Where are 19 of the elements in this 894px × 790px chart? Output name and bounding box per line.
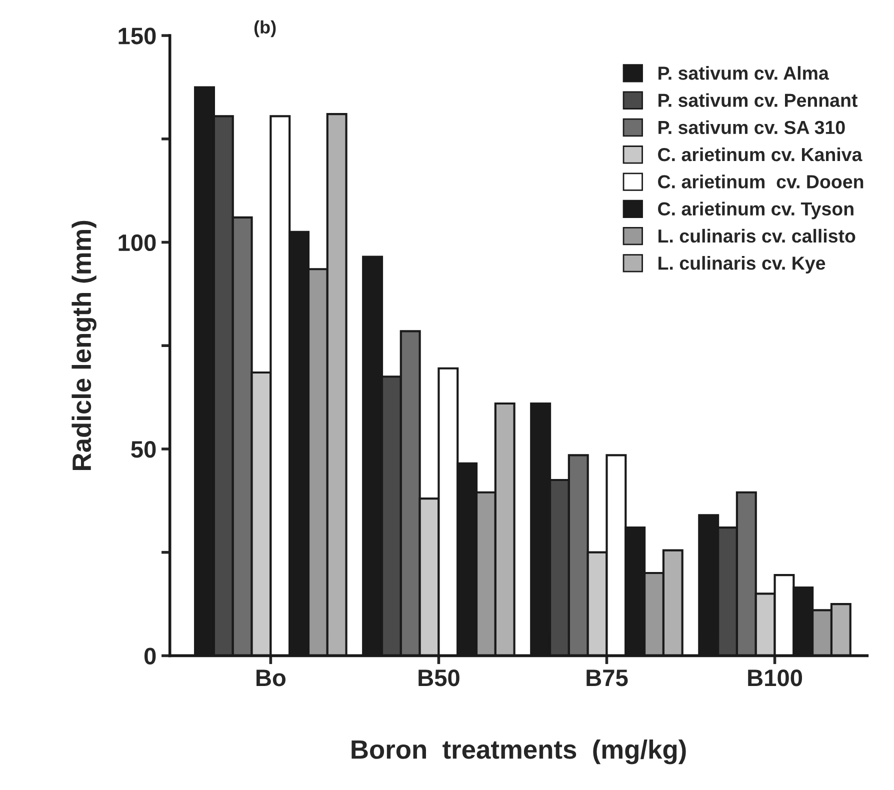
y-tick-label: 0: [144, 648, 156, 664]
y-tick-label: 150: [118, 28, 156, 44]
x-tick-label: B75: [586, 670, 628, 686]
legend-label: P. sativum cv. SA 310: [658, 120, 845, 134]
chart-title: (b): [254, 20, 276, 38]
x-axis-title: Boron treatments (mg/kg): [352, 740, 686, 764]
legend-label: C. arietinum cv. Kaniva: [658, 147, 862, 162]
y-axis-title: Radicle length (mm): [72, 220, 96, 470]
legend-label: L. culinaris cv. callisto: [658, 228, 856, 243]
legend-label: P. sativum cv. Pennant: [658, 93, 858, 107]
y-tick-label: 50: [131, 441, 156, 458]
legend-label: C. arietinum cv. Dooen: [658, 174, 864, 188]
legend-label: C. arietinum cv. Tyson: [658, 202, 854, 220]
y-tick-label: 100: [118, 234, 156, 252]
legend-label: P. sativum cv. Alma: [658, 66, 830, 80]
legend-label: L. culinaris cv. Kye: [658, 256, 826, 274]
x-tick-label: Bo: [256, 670, 286, 686]
x-tick-label: B100: [748, 670, 802, 686]
x-tick-label: B50: [418, 670, 460, 686]
